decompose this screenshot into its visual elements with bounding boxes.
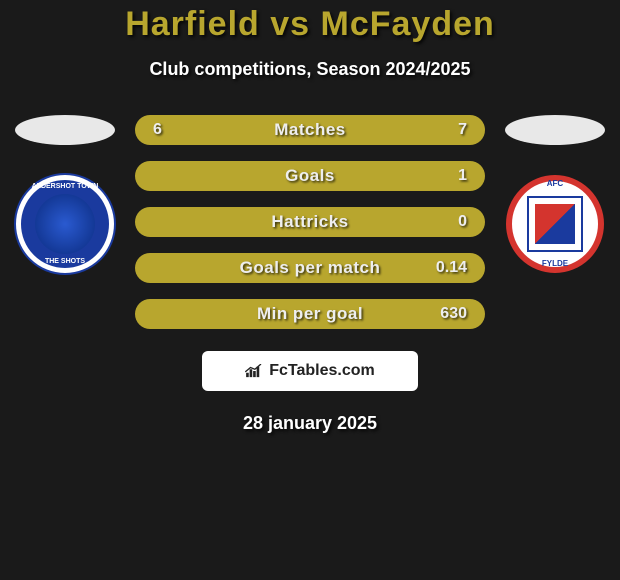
left-flag-placeholder — [15, 115, 115, 145]
right-column: AFC FYLDE — [505, 115, 605, 273]
right-club-logo: AFC FYLDE — [506, 175, 604, 273]
stats-column: 6 Matches 7 Goals 1 Hattricks 0 Goals pe… — [135, 115, 485, 329]
stat-left-value: 6 — [153, 121, 162, 139]
main-area: ALDERSHOT TOWN THE SHOTS 6 Matches 7 Goa… — [0, 115, 620, 329]
left-logo-inner — [35, 194, 95, 254]
stat-label: Matches — [274, 120, 346, 140]
stat-bar-mpg: Min per goal 630 — [135, 299, 485, 329]
stat-bar-hattricks: Hattricks 0 — [135, 207, 485, 237]
left-logo-text-bottom: THE SHOTS — [21, 258, 109, 265]
bar-chart-icon — [245, 364, 263, 378]
stat-bar-matches: 6 Matches 7 — [135, 115, 485, 145]
stat-right-value: 0 — [458, 213, 467, 231]
right-logo-text-bottom: FYLDE — [512, 259, 598, 268]
stat-right-value: 1 — [458, 167, 467, 185]
comparison-widget: Harfield vs McFayden Club competitions, … — [0, 0, 620, 434]
left-logo-text-top: ALDERSHOT TOWN — [21, 183, 109, 190]
date-text: 28 january 2025 — [0, 413, 620, 434]
attribution-badge: FcTables.com — [202, 351, 418, 391]
subtitle: Club competitions, Season 2024/2025 — [0, 59, 620, 80]
left-club-logo: ALDERSHOT TOWN THE SHOTS — [16, 175, 114, 273]
right-logo-shield — [535, 204, 575, 244]
stat-right-value: 630 — [440, 305, 467, 323]
page-title: Harfield vs McFayden — [0, 5, 620, 44]
left-column: ALDERSHOT TOWN THE SHOTS — [15, 115, 115, 273]
right-flag-placeholder — [505, 115, 605, 145]
stat-bar-gpm: Goals per match 0.14 — [135, 253, 485, 283]
stat-label: Min per goal — [257, 304, 363, 324]
right-logo-inner — [527, 196, 583, 252]
stat-right-value: 0.14 — [436, 259, 467, 277]
stat-label: Hattricks — [271, 212, 348, 232]
attribution-text: FcTables.com — [269, 362, 375, 380]
stat-right-value: 7 — [458, 121, 467, 139]
stat-bar-goals: Goals 1 — [135, 161, 485, 191]
right-logo-text-top: AFC — [512, 179, 598, 188]
stat-label: Goals — [285, 166, 335, 186]
stat-label: Goals per match — [240, 258, 381, 278]
